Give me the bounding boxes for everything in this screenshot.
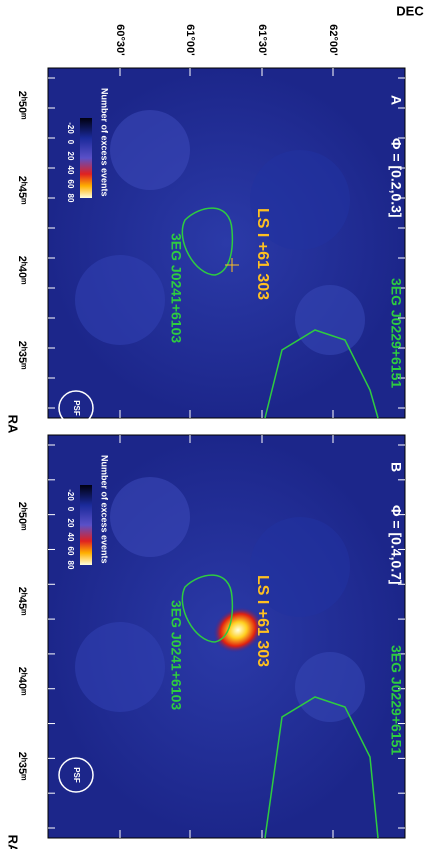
phase-label: Φ = [0.2,0.3]: [388, 138, 404, 218]
map-texture: [295, 285, 365, 355]
ra-label: RA: [6, 835, 21, 849]
panel-letter: A: [388, 95, 404, 105]
dec-tick-label: 62°00': [327, 24, 339, 56]
colorbar-title: Number of excess events: [100, 455, 110, 564]
panel: B Φ = [0.4,0.7] 3EG J0229+6151 LS I +61 303…: [6, 434, 406, 849]
colorbar-tick-label: 60: [66, 547, 75, 556]
contour: [264, 696, 379, 839]
ra-tick-label: 2ʰ35ᵐ: [16, 752, 28, 781]
map-texture: [110, 110, 190, 190]
psf-label: PSF: [72, 767, 81, 783]
colorbar-tick-label: 80: [66, 561, 75, 570]
map-texture: [110, 477, 190, 557]
map-texture: [295, 652, 365, 722]
colorbar: [80, 485, 92, 565]
colorbar-tick-label: 40: [66, 533, 75, 542]
contour: [181, 574, 234, 643]
colorbar-tick-label: 20: [66, 519, 75, 528]
source-label: 3EG J0229+6151: [388, 278, 404, 388]
ra-tick-label: 2ʰ40ᵐ: [16, 667, 28, 696]
ra-tick-label: 2ʰ50ᵐ: [16, 91, 28, 120]
colorbar-tick-label: 60: [66, 180, 75, 189]
hot-spot: [212, 606, 264, 654]
source-label: 3EG J0229+6151: [388, 645, 404, 755]
map-texture: [75, 255, 165, 345]
ra-tick-label: 2ʰ50ᵐ: [16, 502, 28, 531]
dec-label: DEC: [396, 3, 424, 18]
panel-letter: B: [388, 462, 404, 472]
dec-tick-label: 61°00': [184, 24, 196, 56]
sky-map: [47, 67, 406, 419]
dec-tick-label: 61°30': [256, 24, 268, 56]
colorbar-tick-label: 0: [66, 140, 75, 145]
psf-circle: [58, 757, 94, 793]
ra-tick-label: 2ʰ45ᵐ: [16, 176, 28, 205]
contour: [264, 329, 379, 419]
map-texture: [250, 517, 350, 617]
psf-label: PSF: [72, 400, 81, 416]
colorbar-tick-label: 20: [66, 152, 75, 161]
dec-tick-label: 60°30': [114, 24, 126, 56]
ra-tick-label: 2ʰ45ᵐ: [16, 587, 28, 616]
map-texture: [250, 150, 350, 250]
contour: [181, 207, 234, 276]
source-label: LS I +61 303: [254, 575, 271, 667]
colorbar-title: Number of excess events: [100, 88, 110, 197]
colorbar-tick-label: -20: [66, 489, 75, 501]
colorbar-tick-label: 0: [66, 507, 75, 512]
colorbar-tick-label: 80: [66, 194, 75, 203]
source-label: 3EG J0241+6103: [168, 233, 184, 343]
source-label: 3EG J0241+6103: [168, 600, 184, 710]
ra-tick-label: 2ʰ35ᵐ: [16, 341, 28, 370]
ra-label: RA: [6, 415, 21, 434]
colorbar: [80, 118, 92, 198]
map-texture: [75, 622, 165, 712]
ra-tick-label: 2ʰ40ᵐ: [16, 256, 28, 285]
colorbar-tick-label: -20: [66, 122, 75, 134]
panel: A Φ = [0.2,0.3] 3EG J0229+6151 LS I +61 303…: [6, 67, 406, 434]
source-label: LS I +61 303: [254, 208, 271, 300]
colorbar-tick-label: 40: [66, 166, 75, 175]
psf-circle: [58, 390, 94, 426]
phase-label: Φ = [0.4,0.7]: [388, 505, 404, 585]
